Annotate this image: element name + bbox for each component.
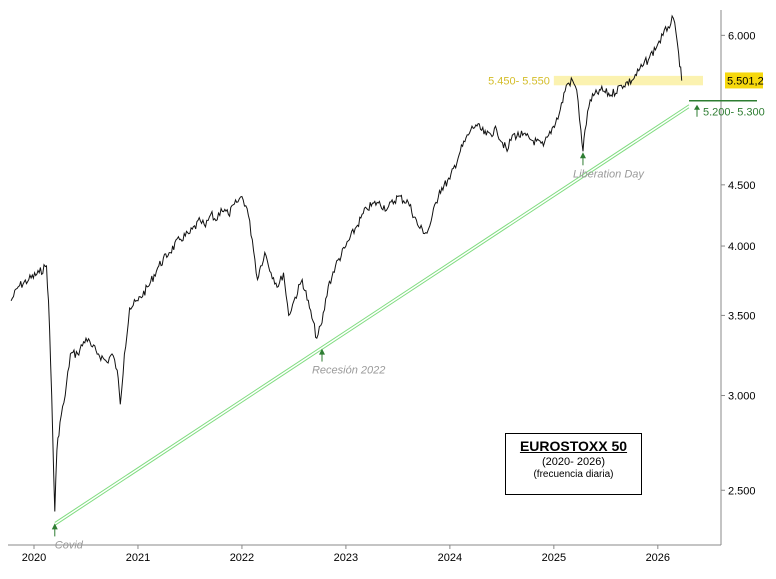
y-tick-label: 2.500 <box>728 485 756 497</box>
annotation-label: Liberation Day <box>573 168 645 180</box>
x-tick-label: 2026 <box>646 552 670 564</box>
y-tick-label: 4.000 <box>728 241 756 253</box>
annotation-arrow-head <box>318 348 325 355</box>
x-tick-label: 2025 <box>542 552 566 564</box>
chart-title: EUROSTOXX 50 <box>519 438 628 454</box>
annotation-label: Covid <box>55 539 84 551</box>
trendline-lower <box>54 107 690 526</box>
chart-subtitle: (2020- 2026) <box>542 456 605 468</box>
support-zone-label: 5.200- 5.300 <box>703 107 765 119</box>
support-arrow-head <box>694 104 700 110</box>
annotation-label: Recesión 2022 <box>312 365 385 377</box>
last-value-label: 5.501,2 <box>727 75 764 87</box>
trendline-upper <box>54 104 690 523</box>
y-tick-label: 4.500 <box>728 180 756 192</box>
x-tick-label: 2023 <box>334 552 358 564</box>
y-tick-label: 6.000 <box>728 30 756 42</box>
legend-box: EUROSTOXX 50 (2020- 2026) (frecuencia di… <box>505 433 642 495</box>
y-tick-label: 3.500 <box>728 310 756 322</box>
price-series-line <box>10 14 683 512</box>
annotation-arrow-head <box>579 152 586 159</box>
y-tick-label: 3.000 <box>728 391 756 403</box>
last-value-tag <box>725 72 763 89</box>
x-tick-label: 2021 <box>126 552 150 564</box>
chart-frequency-note: (frecuencia diaria) <box>533 469 614 480</box>
resistance-zone-band <box>553 75 703 86</box>
resistance-zone-label: 5.450- 5.550 <box>488 76 550 88</box>
x-tick-label: 2022 <box>230 552 254 564</box>
x-tick-label: 2020 <box>22 552 46 564</box>
annotation-arrow-head <box>51 523 58 530</box>
x-tick-label: 2024 <box>438 552 462 564</box>
